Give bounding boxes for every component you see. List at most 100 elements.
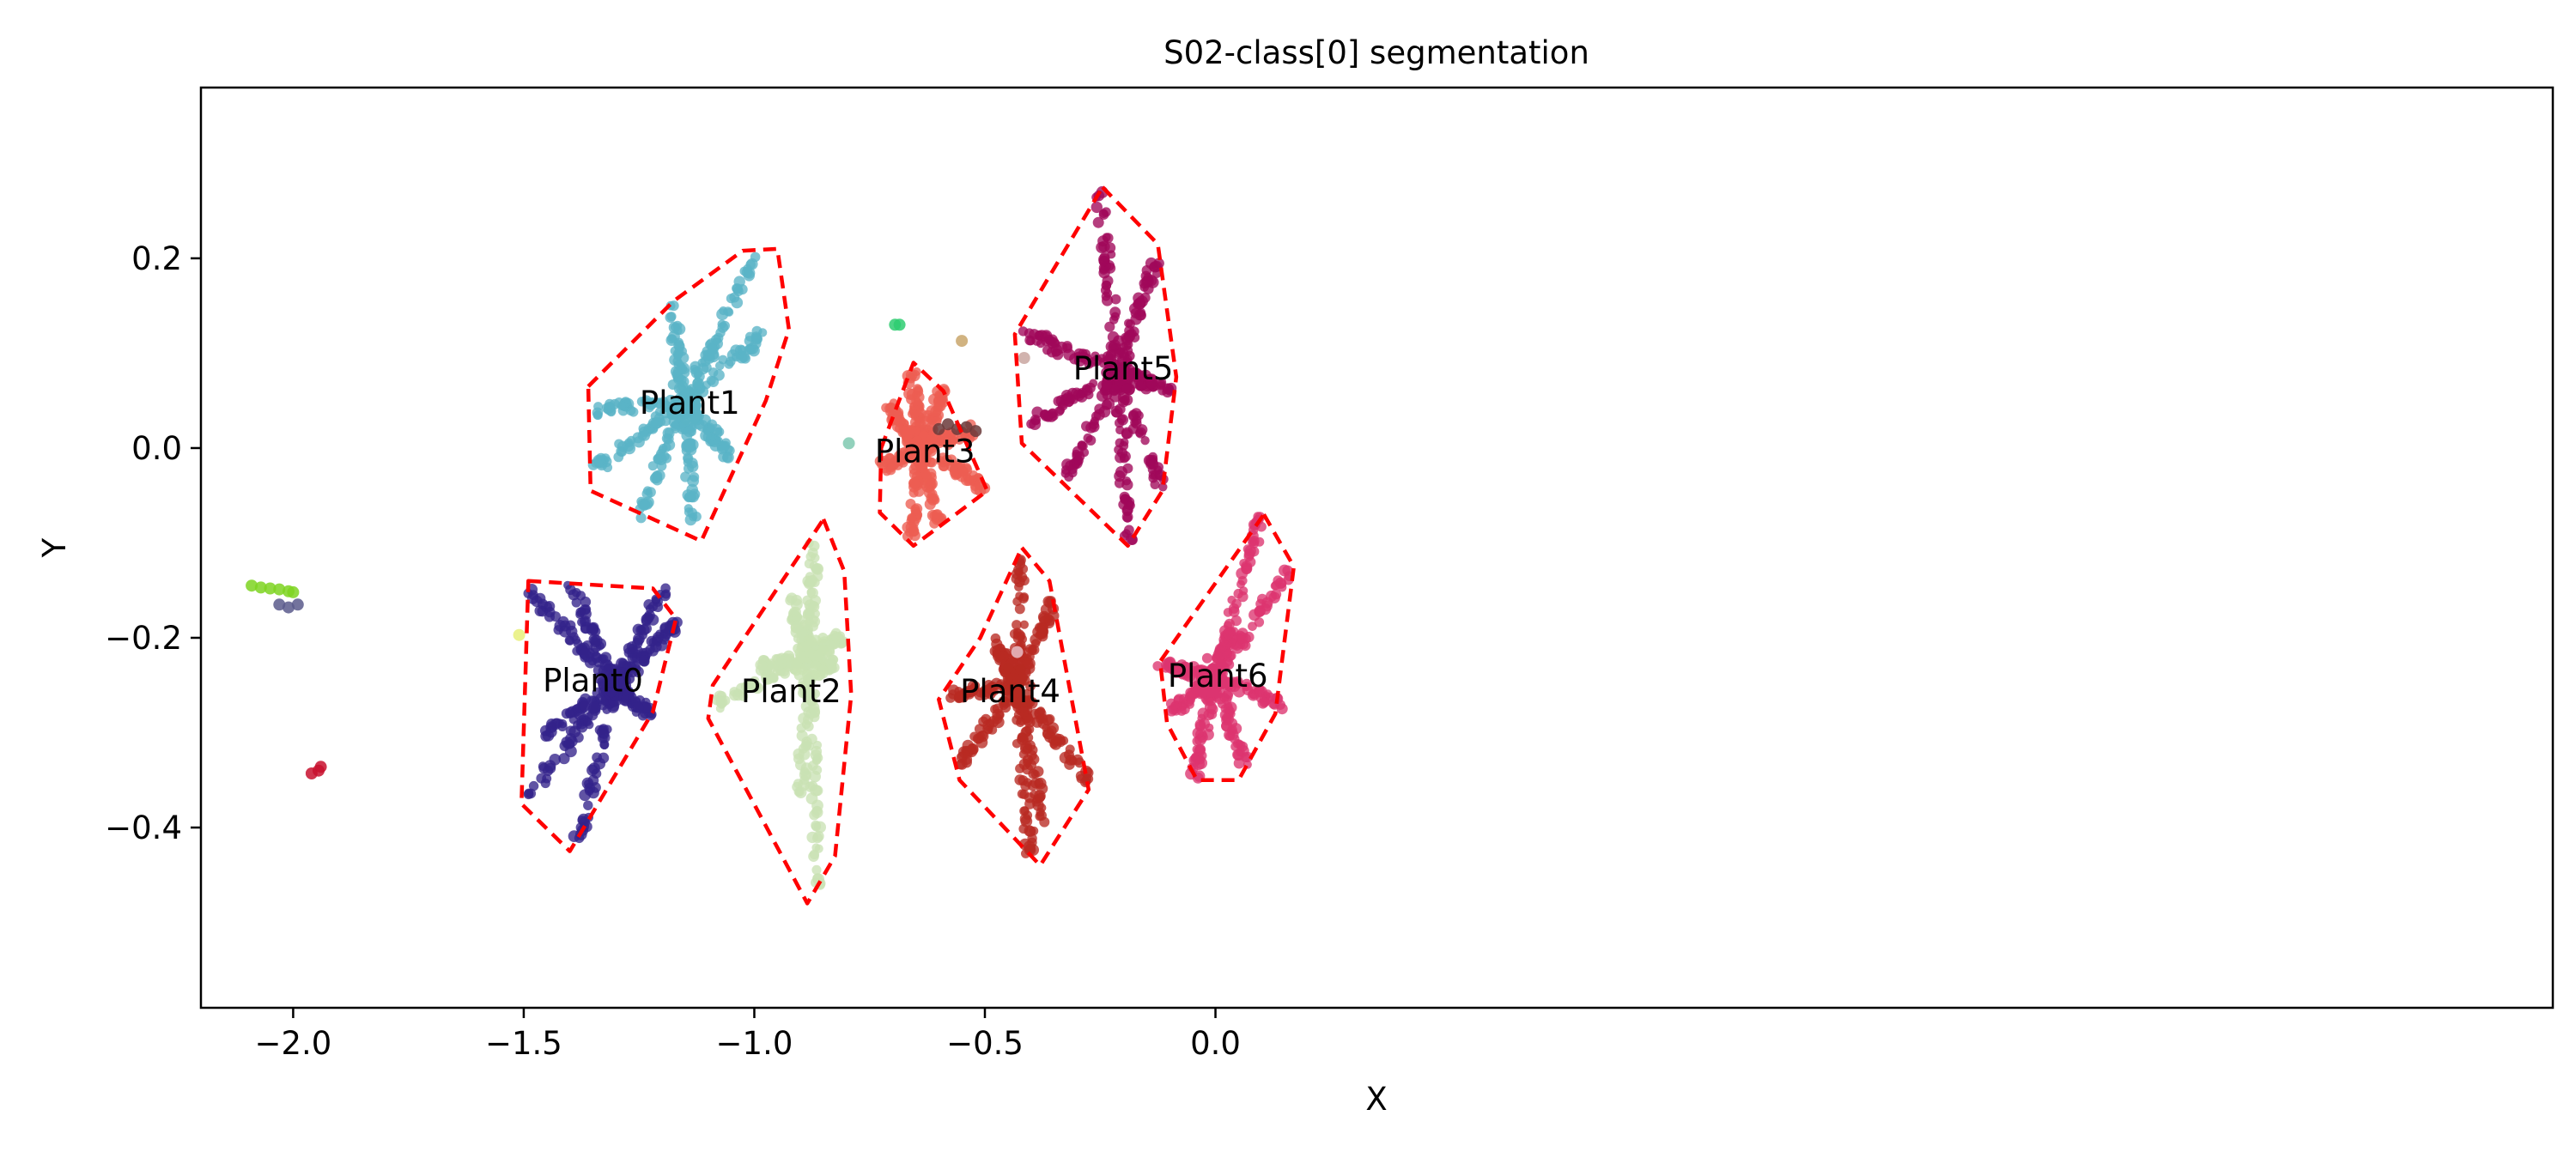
data-point: [958, 466, 969, 477]
data-point: [1023, 758, 1032, 767]
data-point: [1233, 588, 1243, 599]
data-point: [690, 361, 702, 373]
data-point: [791, 659, 802, 670]
data-point: [1036, 810, 1047, 821]
data-point: [812, 833, 823, 844]
data-point: [620, 397, 631, 408]
data-point: [1271, 580, 1281, 591]
data-point: [1101, 207, 1111, 217]
data-point: [990, 704, 999, 714]
data-point: [978, 731, 987, 740]
data-point: [700, 429, 712, 442]
plant-label-6: Plant6: [1168, 658, 1268, 694]
data-point: [905, 424, 916, 435]
plant-label-4: Plant4: [960, 673, 1060, 710]
data-point: [554, 620, 567, 632]
y-tick-label: −0.4: [105, 809, 182, 846]
data-point: [1091, 351, 1100, 361]
data-point: [898, 458, 908, 468]
data-point: [593, 402, 604, 412]
data-point: [1047, 334, 1058, 345]
data-point: [683, 452, 694, 464]
data-point: [647, 461, 658, 471]
data-point: [715, 361, 725, 371]
data-point: [1223, 703, 1234, 714]
data-point: [804, 599, 816, 611]
data-point: [951, 470, 961, 481]
data-point: [1228, 603, 1240, 614]
data-point: [1223, 628, 1234, 640]
data-point: [1019, 709, 1029, 718]
data-point: [618, 694, 629, 706]
data-point: [1254, 617, 1265, 628]
data-point: [814, 821, 826, 834]
data-point: [1042, 345, 1052, 355]
data-point: [646, 635, 658, 647]
plant-points-1: [587, 252, 768, 526]
data-point: [1019, 813, 1031, 825]
outlier-point: [842, 437, 855, 450]
plant-label-0: Plant0: [543, 663, 643, 700]
outlier-points-2: [305, 761, 327, 779]
outlier-point: [1011, 646, 1024, 658]
outlier-points-8: [513, 628, 526, 641]
data-point: [1012, 715, 1022, 725]
data-point: [1102, 233, 1111, 242]
data-point: [647, 417, 659, 428]
data-point: [523, 588, 533, 598]
data-point: [1018, 775, 1029, 786]
data-point: [1115, 425, 1125, 435]
data-point: [591, 768, 602, 779]
outlier-point: [513, 628, 526, 641]
data-point: [677, 380, 688, 391]
data-point: [1121, 332, 1131, 343]
hull-layer: [519, 185, 1297, 906]
data-point: [1236, 567, 1249, 579]
data-point: [950, 461, 959, 470]
y-axis-ticks: 0.2 0.0 −0.2 −0.4: [105, 240, 201, 846]
hull-plant2: [706, 517, 854, 906]
data-point: [588, 623, 599, 635]
data-point: [1024, 798, 1036, 809]
data-point: [687, 475, 699, 488]
outlier-point: [287, 585, 300, 598]
data-point: [1003, 663, 1014, 673]
data-point: [606, 687, 617, 698]
data-point: [1014, 603, 1025, 615]
data-point: [603, 463, 613, 473]
data-point: [580, 616, 590, 627]
plant-points-5: [1018, 185, 1177, 545]
data-point: [829, 655, 839, 664]
data-point: [1163, 383, 1175, 395]
data-point: [1072, 451, 1082, 462]
data-point: [1036, 706, 1046, 716]
data-point: [622, 440, 635, 452]
data-point: [1227, 595, 1236, 604]
data-point: [1131, 408, 1142, 419]
data-point: [998, 696, 1009, 707]
data-point: [641, 488, 653, 500]
data-point: [1104, 370, 1115, 381]
data-point: [1130, 313, 1142, 325]
data-point: [1090, 416, 1099, 426]
x-tick-label: −1.0: [716, 1025, 793, 1062]
data-point: [592, 454, 605, 467]
x-axis-ticks: −2.0 −1.5 −1.0 −0.5 0.0: [254, 1008, 1241, 1062]
data-point: [683, 463, 694, 474]
data-point: [800, 770, 811, 781]
data-point: [1064, 472, 1074, 482]
data-point: [903, 387, 915, 400]
data-point: [985, 688, 996, 700]
data-point: [802, 670, 812, 681]
data-point: [1101, 379, 1112, 391]
data-point: [617, 405, 629, 416]
data-point: [1042, 613, 1054, 624]
data-point: [1102, 275, 1114, 287]
data-point: [670, 366, 682, 378]
data-point: [1109, 385, 1120, 396]
data-point: [1266, 692, 1275, 702]
data-point: [1091, 201, 1103, 214]
data-point: [1110, 312, 1121, 321]
data-point: [583, 800, 593, 810]
data-point: [766, 664, 776, 674]
